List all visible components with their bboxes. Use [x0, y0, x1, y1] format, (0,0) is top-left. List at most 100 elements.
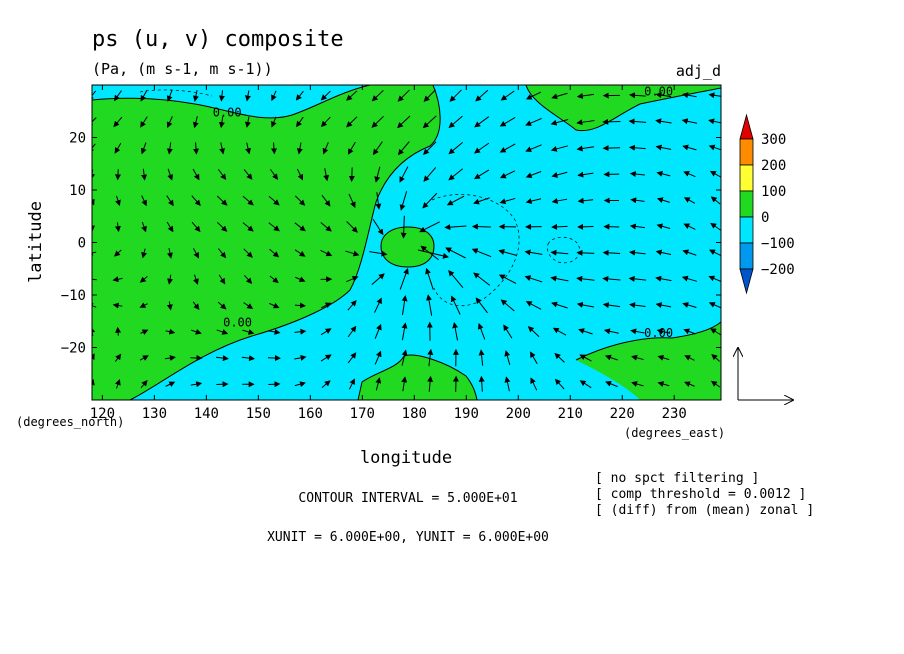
wind-vector: [346, 221, 358, 233]
wind-vector: [347, 325, 357, 338]
wind-vector: [655, 118, 672, 125]
wind-vector: [140, 329, 149, 335]
wind-vector: [92, 198, 95, 206]
wind-vector: [320, 354, 332, 362]
wind-vector: [602, 302, 620, 309]
wind-vector: [113, 249, 122, 257]
wind-vector: [320, 328, 332, 336]
wind-vector: [683, 171, 696, 178]
wind-vector: [320, 302, 332, 309]
wind-vector: [400, 215, 407, 239]
wind-vector: [115, 195, 121, 207]
wind-vector: [471, 223, 491, 230]
wind-vector: [682, 92, 697, 99]
wind-vector: [602, 249, 621, 256]
y-tick-label: 10: [69, 183, 86, 199]
wind-vector: [708, 92, 721, 99]
y-unit-label: (degrees_north): [16, 415, 124, 429]
wind-vector: [271, 90, 277, 102]
wind-vector: [242, 222, 254, 232]
wind-vector: [371, 89, 384, 102]
wind-vector: [527, 326, 540, 338]
wind-vector: [348, 193, 356, 209]
wind-vector: [139, 302, 148, 308]
wind-vector: [268, 381, 281, 388]
reference-vector: [738, 348, 793, 400]
colorbar-segment: [739, 190, 754, 218]
wind-vector: [524, 275, 543, 283]
colorbar: 300 200 100 0 −100 −200: [739, 113, 795, 295]
wind-vector: [140, 90, 148, 102]
wind-vector: [473, 169, 490, 180]
wind-vector: [347, 352, 357, 364]
wind-vector: [401, 376, 408, 392]
wind-vector: [550, 119, 569, 126]
wind-vector: [602, 275, 621, 282]
wind-vector: [656, 170, 671, 177]
wind-vector: [401, 295, 408, 316]
colorbar-segment: [739, 138, 754, 166]
y-tick-label: 20: [69, 131, 86, 147]
wind-vector: [369, 250, 388, 257]
wind-vector: [244, 116, 251, 128]
wind-vector: [576, 249, 595, 256]
wind-vector: [269, 275, 279, 284]
wind-vector: [268, 195, 280, 206]
x-axis-label: longitude: [360, 448, 452, 468]
wind-vector: [423, 89, 436, 103]
wind-vector: [550, 145, 569, 152]
wind-vector: [683, 197, 696, 204]
wind-vector: [422, 192, 438, 209]
wind-vector: [554, 352, 565, 363]
wind-vector: [576, 301, 594, 308]
x-tick-label: 180: [402, 406, 427, 422]
wind-vector: [165, 328, 176, 335]
wind-vector: [92, 378, 95, 387]
wind-vector: [683, 223, 696, 230]
colorbar-segment: [739, 242, 754, 270]
wind-vector: [473, 197, 490, 205]
wind-vector: [628, 275, 647, 282]
colorbar-top-triangle: [739, 113, 754, 140]
wind-vector: [709, 249, 721, 257]
wind-vector: [374, 350, 382, 365]
colorbar-label: 300: [761, 132, 786, 148]
wind-vector: [657, 381, 670, 387]
wind-vector: [294, 195, 306, 206]
wind-vector: [550, 249, 569, 256]
wind-vector: [473, 272, 491, 286]
wind-vector: [655, 275, 672, 282]
wind-vector: [190, 328, 202, 335]
wind-vector: [320, 90, 331, 101]
wind-vector: [192, 116, 199, 129]
wind-vector: [448, 168, 464, 181]
wind-vector: [708, 302, 721, 309]
wind-vector: [576, 92, 594, 99]
wind-vector: [629, 302, 646, 309]
colorbar-label: 200: [761, 158, 786, 174]
wind-vector: [427, 348, 434, 367]
center-arrow: [417, 249, 449, 259]
wind-vector: [682, 144, 697, 151]
wind-vector: [166, 89, 173, 102]
wind-vector: [503, 324, 513, 339]
wind-vector: [422, 115, 437, 129]
wind-vector: [603, 328, 619, 335]
wind-vector: [193, 142, 200, 155]
wind-vector: [710, 222, 721, 231]
wind-vector: [629, 92, 646, 99]
positive-region-south: [358, 355, 477, 400]
wind-vector: [551, 223, 568, 230]
wind-vector: [92, 90, 97, 101]
wind-vector: [242, 195, 254, 206]
wind-vector: [348, 167, 355, 182]
wind-vector: [347, 300, 357, 311]
x-tick-label: 140: [194, 406, 219, 422]
x-tick-label: 170: [350, 406, 375, 422]
wind-vector: [578, 328, 593, 335]
wind-vector: [113, 90, 122, 102]
wind-vector: [552, 327, 567, 336]
wind-vector: [631, 354, 644, 361]
wind-vector: [448, 270, 464, 288]
wind-vector: [710, 328, 721, 336]
